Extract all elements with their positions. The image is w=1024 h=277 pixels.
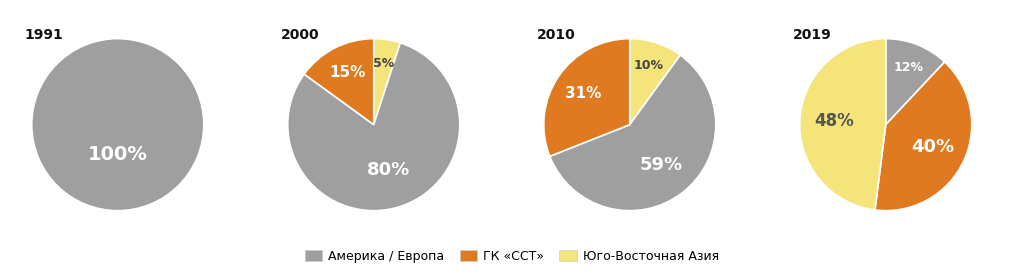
Wedge shape xyxy=(886,39,945,125)
Wedge shape xyxy=(874,62,972,211)
Text: 59%: 59% xyxy=(640,157,683,175)
Text: 31%: 31% xyxy=(565,86,602,101)
Text: 1991: 1991 xyxy=(25,28,63,42)
Text: 15%: 15% xyxy=(329,65,366,80)
Wedge shape xyxy=(630,39,680,125)
Text: 80%: 80% xyxy=(367,161,410,179)
Wedge shape xyxy=(550,55,716,211)
Text: 48%: 48% xyxy=(814,112,854,130)
Wedge shape xyxy=(32,39,204,211)
Legend: Америка / Европа, ГК «ССТ», Юго-Восточная Азия: Америка / Европа, ГК «ССТ», Юго-Восточна… xyxy=(300,245,724,268)
Wedge shape xyxy=(288,43,460,211)
Wedge shape xyxy=(800,39,886,210)
Text: 10%: 10% xyxy=(634,59,664,72)
Text: 40%: 40% xyxy=(911,138,954,156)
Text: 2010: 2010 xyxy=(537,28,575,42)
Text: 2000: 2000 xyxy=(281,28,319,42)
Text: 2019: 2019 xyxy=(793,28,831,42)
Wedge shape xyxy=(544,39,630,156)
Text: 12%: 12% xyxy=(894,61,924,74)
Wedge shape xyxy=(304,39,374,125)
Wedge shape xyxy=(374,39,400,125)
Text: 5%: 5% xyxy=(373,57,394,70)
Text: 100%: 100% xyxy=(88,145,147,164)
